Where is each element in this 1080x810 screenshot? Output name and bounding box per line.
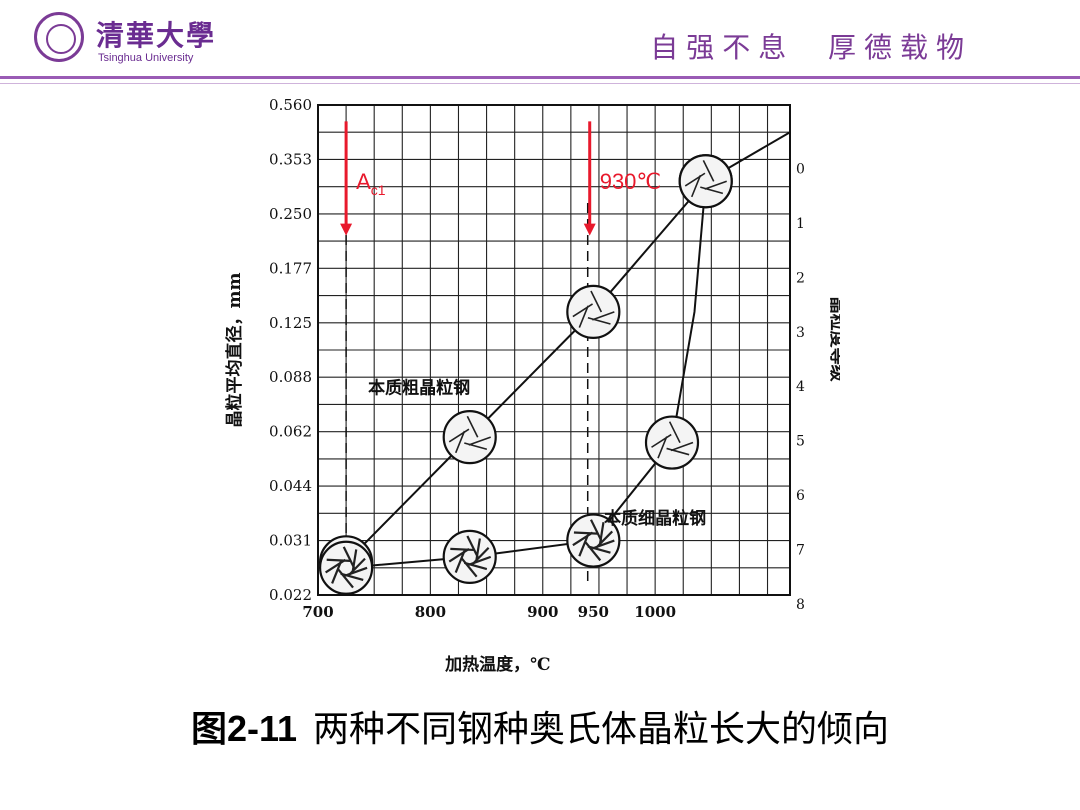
grain-boundary: [461, 557, 478, 578]
grain-boundary: [657, 436, 668, 459]
grain-boundary: [448, 428, 470, 443]
x-tick-label: 1000: [634, 603, 676, 621]
grain-growth-chart: 0.560 0.353 0.250 0.177 0.125 0.088 0.062 0.044…: [224, 96, 840, 675]
x-axis-label: 加热温度，℃: [444, 654, 550, 675]
y-tick-label: 0.353: [269, 150, 312, 168]
grain-boundary: [700, 186, 724, 195]
grain-boundary: [598, 521, 605, 546]
y2-tick-label: 7: [796, 543, 805, 559]
y2-axis-label: 晶粒度等级: [827, 297, 840, 382]
y-axis-label: 晶粒平均直径，mm: [224, 273, 245, 428]
logo-chinese: 清華大學: [96, 19, 217, 52]
grain-boundary: [666, 447, 690, 456]
grain-boundary: [704, 180, 727, 190]
y-tick-label: 0.560: [269, 96, 312, 114]
y2-tick-label: 6: [796, 488, 805, 504]
grain-boundary: [454, 430, 466, 454]
grain-boundary: [573, 531, 598, 535]
grain-boundary: [578, 534, 590, 557]
grain-boundary: [595, 530, 614, 549]
grain-boundary: [464, 442, 488, 451]
y-tick-label: 0.125: [269, 314, 312, 332]
grain-boundary: [690, 174, 702, 198]
grain-boundary: [337, 568, 354, 589]
grain-boundary: [578, 305, 589, 328]
grain-micrograph: [566, 284, 621, 339]
grain-boundary: [450, 547, 474, 552]
grain-boundary: [331, 561, 342, 584]
x-tick-label: 900: [527, 603, 558, 621]
y-tick-label: 0.022: [269, 586, 312, 604]
grain-boundary: [475, 538, 481, 562]
grain-boundary: [670, 441, 694, 452]
y-tick-label: 0.250: [269, 205, 312, 223]
grain-boundary: [325, 558, 346, 574]
arrow-label-subscript: c1: [371, 182, 386, 198]
caption-number: 图2-11: [190, 708, 298, 749]
seal-icon: [34, 12, 84, 62]
logo-english: Tsinghua University: [98, 52, 194, 64]
grain-micrograph: [678, 154, 733, 209]
grain-boundary: [347, 557, 366, 577]
university-logo: 清華大學 Tsinghua University: [34, 10, 234, 66]
grain-boundary: [466, 535, 479, 558]
y2-tick-label: 3: [796, 325, 805, 341]
y-tick-label: 0.062: [269, 423, 312, 441]
header-divider-thin: [0, 83, 1080, 84]
y-tick-label: 0.044: [269, 477, 312, 495]
grain-boundary: [592, 311, 615, 321]
caption-text: 两种不同钢种奥氏体晶粒长大的倾向: [313, 709, 890, 750]
y2-tick-label: 8: [796, 597, 805, 613]
grain-boundary: [702, 160, 715, 182]
grain-boundary: [587, 316, 611, 325]
grain-boundary: [340, 572, 364, 581]
y-tick-label: 0.088: [269, 368, 312, 386]
y2-tick-label: 2: [796, 270, 805, 286]
y2-tick-label: 1: [796, 216, 805, 232]
grain-boundary: [448, 547, 470, 563]
x-tick-label: 800: [415, 603, 446, 621]
grain-boundary: [589, 519, 603, 542]
grain-boundary: [342, 546, 356, 569]
series-label: 本质细晶粒钢: [604, 508, 706, 529]
grain-boundary: [466, 415, 479, 438]
motto: 自强不息 厚德载物: [650, 31, 972, 64]
y2-tick-label: 4: [796, 379, 805, 395]
grain-boundary: [590, 290, 603, 313]
figure-caption: 图2-11 两种不同钢种奥氏体晶粒长大的倾向: [0, 700, 1080, 752]
grain-micrograph: [442, 410, 497, 465]
plot-frame: [317, 104, 791, 596]
grain-boundary: [572, 531, 594, 547]
grain-boundary: [572, 303, 594, 318]
grain-boundary: [468, 436, 491, 446]
y-tick-label: 0.031: [269, 532, 312, 550]
grain-boundary: [471, 546, 490, 566]
grain-boundary: [326, 558, 351, 562]
series-label: 本质粗晶粒钢: [368, 378, 470, 399]
grain-boundary: [587, 545, 611, 554]
grain-micrograph: [644, 415, 700, 470]
grain-boundary: [684, 172, 706, 187]
red-arrow-head: [340, 223, 353, 236]
x-tick-label: 950: [578, 603, 609, 621]
grain-boundary: [584, 541, 602, 562]
y-tick-label: 0.177: [269, 259, 312, 277]
arrow-label: 930℃: [600, 169, 661, 194]
grain-boundary: [463, 561, 488, 571]
arrow-label: Ac1: [356, 169, 386, 198]
grain-boundary: [454, 550, 466, 573]
grain-boundary: [351, 549, 358, 573]
y2-tick-label: 5: [796, 434, 805, 450]
red-arrow-head: [583, 223, 596, 236]
grain-boundary: [668, 421, 681, 444]
header-divider: [0, 76, 1080, 79]
grain-boundary: [651, 433, 672, 448]
x-tick-label: 700: [302, 603, 333, 621]
y2-tick-label: 0: [796, 161, 805, 177]
